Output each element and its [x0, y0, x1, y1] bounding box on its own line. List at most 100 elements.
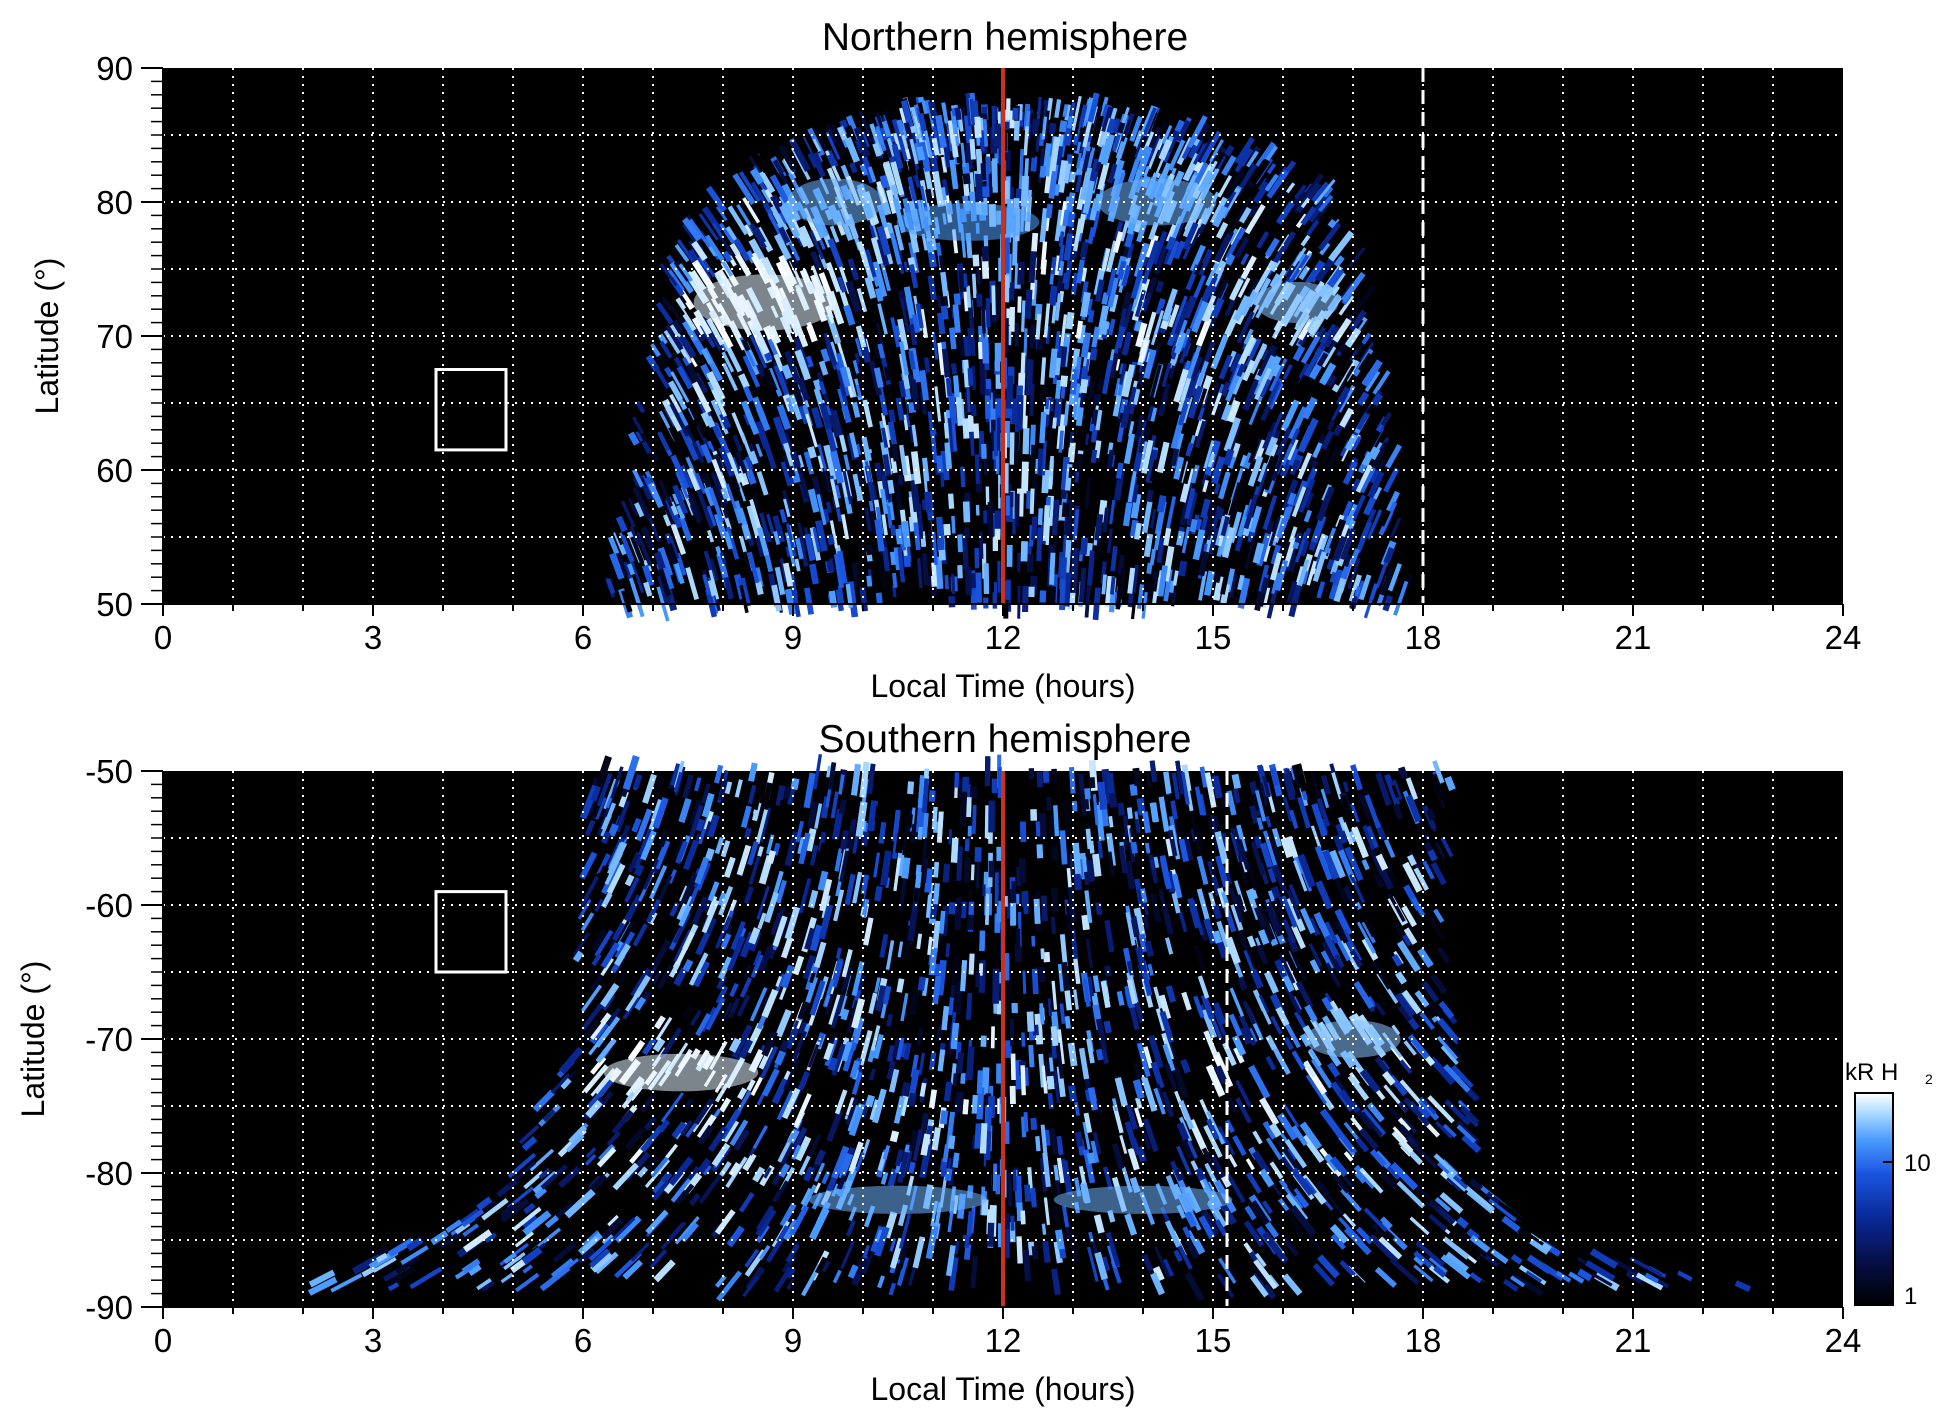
aurora-streak — [567, 1070, 577, 1080]
north-grid — [163, 68, 1843, 604]
aurora-streak — [641, 484, 653, 500]
aurora-streak — [1061, 1160, 1073, 1196]
aurora-streak — [815, 520, 828, 552]
aurora-streak — [1188, 1118, 1207, 1150]
aurora-streak — [964, 566, 972, 596]
aurora-streak — [659, 340, 673, 359]
aurora-streak — [890, 161, 905, 196]
aurora-streak — [1045, 203, 1053, 219]
aurora-streak — [885, 940, 895, 971]
aurora-streak — [1303, 347, 1324, 378]
aurora-streak — [1120, 119, 1132, 142]
aurora-streak — [695, 818, 705, 832]
aurora-streak — [830, 994, 845, 1029]
aurora-streak — [909, 987, 921, 1016]
aurora-streak — [927, 936, 933, 955]
aurora-streak — [1217, 1125, 1236, 1156]
aurora-streak — [590, 818, 603, 838]
aurora-streak — [902, 824, 909, 856]
aurora-streak — [1356, 1110, 1374, 1130]
aurora-streak — [808, 972, 816, 984]
aurora-streak — [668, 961, 681, 978]
aurora-streak — [1254, 789, 1267, 822]
aurora-streak — [1360, 1111, 1383, 1137]
aurora-streak — [1192, 529, 1206, 561]
aurora-streak — [784, 247, 801, 271]
aurora-streak — [1440, 836, 1454, 858]
aurora-streak — [1030, 1117, 1038, 1131]
aurora-streak — [748, 450, 759, 465]
aurora-streak — [1082, 1121, 1091, 1150]
aurora-streak — [1301, 396, 1318, 420]
aurora-streak — [943, 422, 950, 439]
aurora-streak — [844, 125, 864, 160]
aurora-streak — [775, 784, 786, 807]
aurora-streak — [691, 381, 712, 414]
aurora-streak — [1172, 570, 1179, 586]
aurora-streak — [1312, 1263, 1335, 1287]
aurora-streak — [1202, 479, 1209, 493]
aurora-streak — [755, 581, 764, 596]
aurora-streak — [833, 889, 845, 922]
aurora-streak — [876, 225, 891, 256]
aurora-streak — [1145, 449, 1159, 484]
aurora-streak — [859, 761, 870, 798]
aurora-streak — [1106, 118, 1117, 134]
aurora-streak — [1278, 1178, 1304, 1210]
aurora-streak — [463, 1229, 493, 1253]
aurora-streak — [1216, 920, 1231, 952]
aurora-streak — [706, 814, 720, 838]
aurora-streak — [1396, 537, 1408, 555]
aurora-streak — [827, 238, 844, 268]
aurora-streak — [1053, 398, 1063, 427]
aurora-streak — [685, 456, 703, 490]
reference-box — [434, 368, 508, 452]
aurora-streak — [1304, 492, 1315, 509]
aurora-streak — [1249, 505, 1263, 533]
aurora-streak — [1205, 304, 1216, 322]
aurora-streak — [925, 188, 934, 204]
aurora-streak — [1185, 442, 1194, 457]
aurora-streak — [1239, 454, 1248, 468]
aurora-streak — [1031, 935, 1036, 947]
aurora-streak — [1066, 192, 1076, 213]
aurora-streak — [790, 1260, 810, 1289]
aurora-streak — [688, 799, 703, 828]
aurora-streak — [1253, 260, 1276, 294]
aurora-streak — [1298, 265, 1311, 281]
aurora-streak — [781, 1254, 797, 1274]
aurora-streak — [1267, 889, 1278, 902]
aurora-bright-spot — [896, 203, 1040, 241]
aurora-streak — [846, 469, 858, 499]
aurora-streak — [1209, 196, 1228, 225]
aurora-streak — [818, 381, 827, 395]
aurora-streak — [794, 558, 801, 572]
aurora-streak — [918, 1052, 926, 1076]
aurora-streak — [1250, 1200, 1270, 1226]
aurora-streak — [1176, 119, 1191, 142]
aurora-streak — [863, 917, 874, 946]
aurora-streak — [1396, 1180, 1426, 1209]
aurora-streak — [1071, 95, 1082, 131]
aurora-streak — [815, 1256, 828, 1275]
aurora-streak — [896, 247, 904, 262]
aurora-streak — [1422, 896, 1443, 928]
aurora-streak — [558, 1046, 584, 1075]
aurora-streak — [1070, 547, 1079, 579]
aurora-streak — [1235, 1079, 1252, 1108]
aurora-streak — [660, 1092, 685, 1123]
aurora-streak — [1280, 837, 1294, 859]
aurora-streak — [1329, 518, 1347, 551]
aurora-streak — [1132, 1079, 1145, 1100]
aurora-streak — [1155, 298, 1166, 315]
aurora-streak — [1270, 544, 1282, 565]
aurora-streak — [1062, 272, 1069, 284]
aurora-streak — [1214, 831, 1229, 865]
aurora-streak — [1269, 1122, 1282, 1138]
aurora-streak — [629, 525, 641, 547]
aurora-streak — [643, 581, 653, 597]
aurora-streak — [646, 513, 661, 542]
aurora-streak — [752, 226, 767, 245]
aurora-streak — [650, 1156, 669, 1178]
aurora-streak — [1122, 815, 1130, 837]
